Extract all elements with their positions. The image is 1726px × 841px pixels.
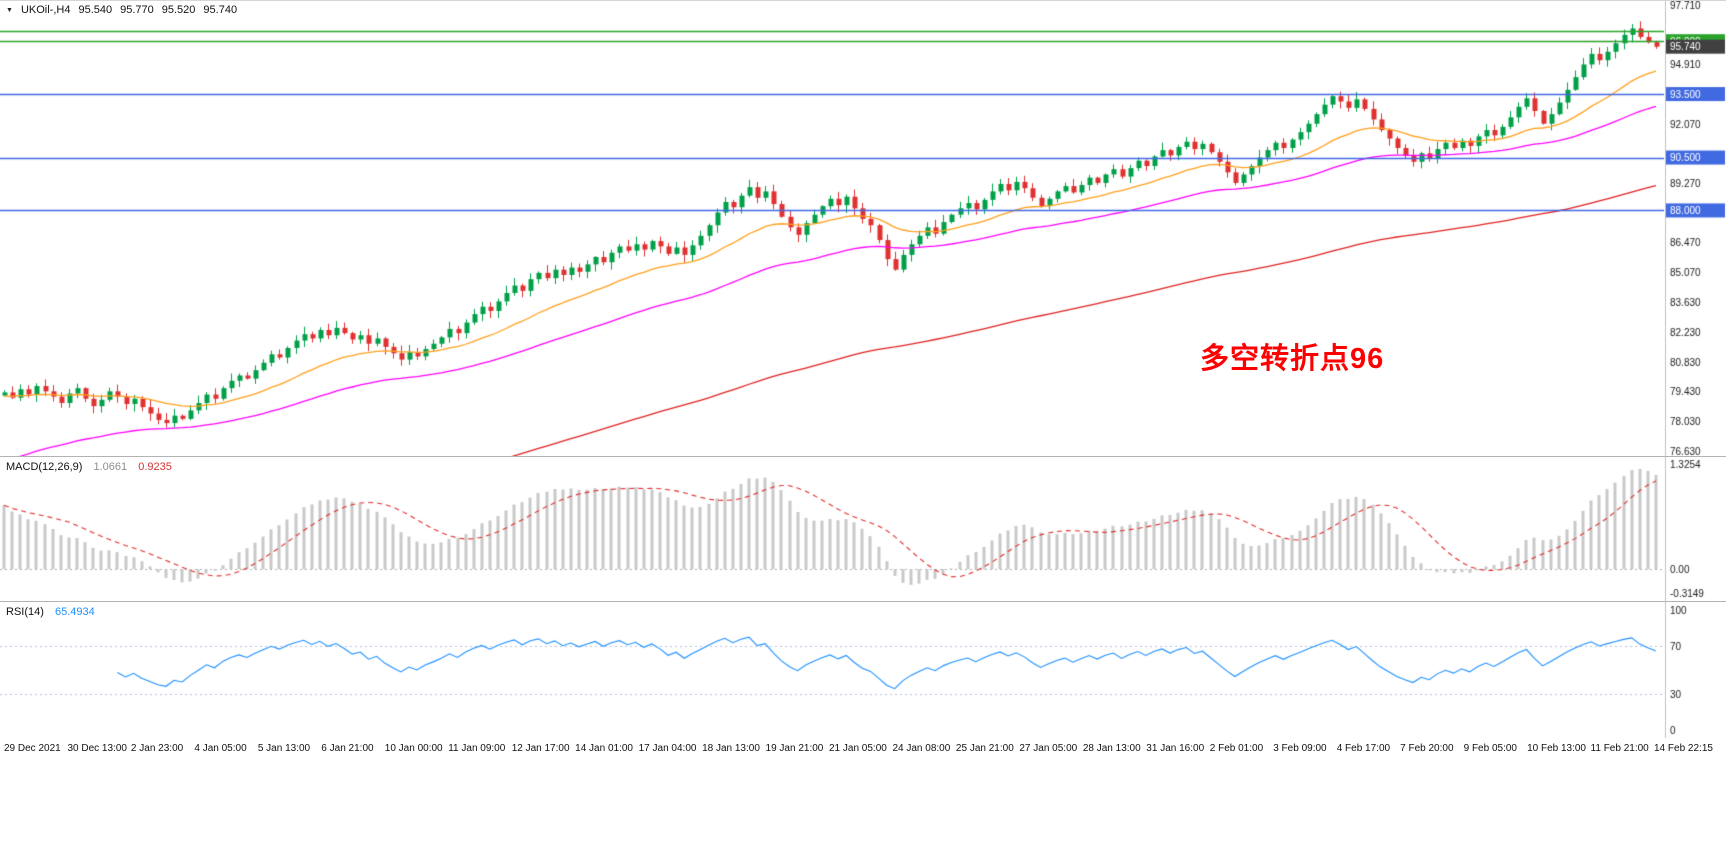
time-axis-label: 2 Jan 23:00 xyxy=(130,743,184,754)
rsi-header: RSI(14) 65.4934 xyxy=(6,606,95,618)
time-axis-label: 24 Jan 08:00 xyxy=(892,743,951,754)
macd-main-value: 1.0661 xyxy=(93,461,128,473)
time-axis-label: 4 Jan 05:00 xyxy=(194,743,247,754)
time-axis-label: 9 Feb 05:00 xyxy=(1463,743,1517,754)
symbol-timeframe-label: UKOil-,H4 xyxy=(20,4,71,16)
time-axis-label: 11 Feb 21:00 xyxy=(1590,743,1649,754)
ohlc-close-value: 95.740 xyxy=(203,4,238,16)
time-axis-label: 18 Jan 13:00 xyxy=(702,743,760,754)
time-axis-label: 21 Jan 05:00 xyxy=(829,743,887,754)
time-axis-label: 6 Jan 21:00 xyxy=(321,743,374,754)
chart-header: ▼ UKOil-,H4 95.540 95.770 95.520 95.740 xyxy=(6,4,237,16)
chart-menu-icon[interactable]: ▼ xyxy=(6,6,13,14)
chart-annotation-text: 多空转折点96 xyxy=(1200,343,1385,375)
rsi-panel: RSI(14) 65.4934 xyxy=(0,602,1726,739)
bottom-blank-area xyxy=(0,760,1726,841)
time-axis-label: 19 Jan 21:00 xyxy=(765,743,824,754)
ohlc-low-value: 95.520 xyxy=(161,4,196,16)
macd-panel: MACD(12,26,9) 1.0661 0.9235 xyxy=(0,457,1726,602)
price-chart-panel: ▼ UKOil-,H4 95.540 95.770 95.520 95.740 … xyxy=(0,1,1726,457)
time-axis-label: 14 Feb 22:15 xyxy=(1654,743,1713,754)
time-axis-label: 17 Jan 04:00 xyxy=(638,743,697,754)
time-axis-label: 30 Dec 13:00 xyxy=(67,743,127,754)
time-axis-label: 2 Feb 01:00 xyxy=(1209,743,1264,754)
ohlc-open-value: 95.540 xyxy=(78,4,113,16)
time-axis-label: 31 Jan 16:00 xyxy=(1146,743,1205,754)
time-axis[interactable]: 29 Dec 2021 30 Dec 13:00 2 Jan 23:00 4 Jan … xyxy=(0,738,1726,760)
time-axis-label: 12 Jan 17:00 xyxy=(511,743,570,754)
rsi-label: RSI(14) xyxy=(6,606,44,618)
macd-label: MACD(12,26,9) xyxy=(6,461,83,473)
time-axis-label: 11 Jan 09:00 xyxy=(448,743,506,754)
rsi-value: 65.4934 xyxy=(54,606,95,618)
time-axis-label: 27 Jan 05:00 xyxy=(1019,743,1078,754)
macd-signal-value: 0.9235 xyxy=(138,461,172,473)
time-axis-label: 14 Jan 01:00 xyxy=(575,743,633,754)
macd-canvas[interactable] xyxy=(0,457,1726,601)
time-axis-label: 29 Dec 2021 xyxy=(4,743,61,754)
time-axis-label: 10 Jan 00:00 xyxy=(384,743,443,754)
time-axis-label: 3 Feb 09:00 xyxy=(1273,743,1327,754)
time-axis-label: 10 Feb 13:00 xyxy=(1527,743,1586,754)
time-axis-label: 28 Jan 13:00 xyxy=(1082,743,1141,754)
time-axis-label: 7 Feb 20:00 xyxy=(1400,743,1454,754)
time-axis-label: 5 Jan 13:00 xyxy=(257,743,311,754)
time-axis-label: 25 Jan 21:00 xyxy=(955,743,1014,754)
ohlc-high-value: 95.770 xyxy=(120,4,154,16)
macd-header: MACD(12,26,9) 1.0661 0.9235 xyxy=(6,461,172,473)
rsi-canvas[interactable] xyxy=(0,602,1726,738)
time-axis-label: 4 Feb 17:00 xyxy=(1336,743,1391,754)
price-chart-canvas[interactable] xyxy=(0,1,1726,456)
